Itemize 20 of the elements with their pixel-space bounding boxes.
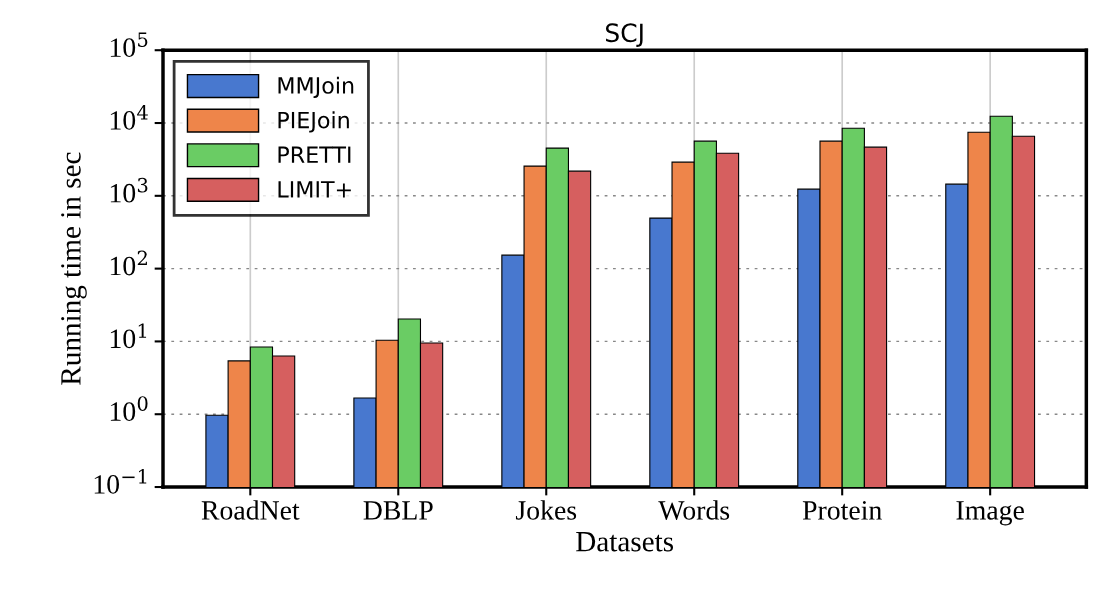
x-tick-label: Jokes xyxy=(515,500,577,520)
legend-label: PRETTI xyxy=(278,146,351,163)
x-tick-label: Words xyxy=(658,500,730,520)
x-tick-label: RoadNet xyxy=(201,500,300,520)
x-axis-title: Datasets xyxy=(576,532,674,552)
y-tick-label: 10$^{4}$ xyxy=(110,104,148,130)
x-tick-label: Image xyxy=(956,501,1024,526)
y-tick-label: 10$^{−1}$ xyxy=(94,468,147,494)
legend-label: MMJoin xyxy=(278,76,354,98)
x-tick-label: DBLP xyxy=(363,501,433,520)
y-tick-label: 10$^{2}$ xyxy=(110,250,147,276)
legend-label: LIMIT+ xyxy=(278,181,351,198)
y-tick-label: 10$^{0}$ xyxy=(110,396,148,421)
chart-title: SCJ xyxy=(605,23,643,47)
x-tick-label: Protein xyxy=(802,501,882,520)
y-tick-label: 10$^{1}$ xyxy=(110,323,147,349)
legend-label: PIEJoin xyxy=(278,111,349,133)
y-tick-label: 10$^{3}$ xyxy=(110,177,148,203)
y-tick-label: 10$^{5}$ xyxy=(110,32,148,57)
y-axis-title: Running time in sec xyxy=(61,152,87,385)
